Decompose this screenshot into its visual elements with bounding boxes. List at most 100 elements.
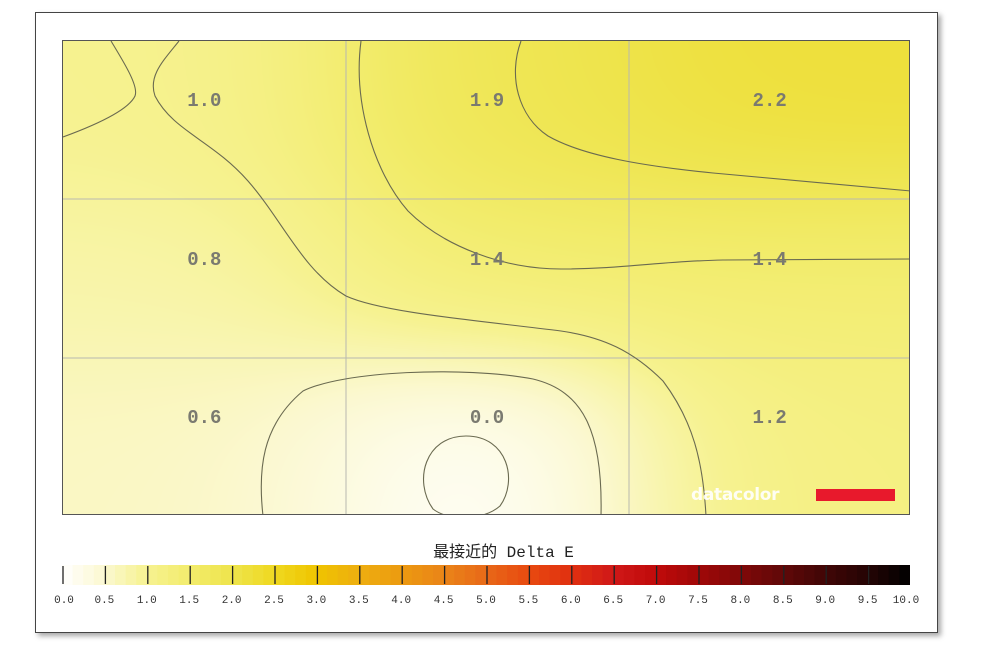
datacolor-logo: datacolor bbox=[691, 485, 780, 505]
colorbar-tick-label: 10.0 bbox=[892, 595, 920, 607]
colorbar-segment bbox=[666, 565, 678, 585]
colorbar-segment bbox=[623, 565, 635, 585]
colorbar-segment bbox=[698, 565, 710, 585]
colorbar-segment bbox=[380, 565, 392, 585]
colorbar-segment bbox=[878, 565, 890, 585]
colorbar-segment bbox=[655, 565, 667, 585]
colorbar-segment bbox=[199, 565, 211, 585]
colorbar-segment bbox=[507, 565, 519, 585]
colorbar-tick-label: 6.0 bbox=[560, 595, 581, 607]
colorbar-tick-label: 8.5 bbox=[772, 595, 793, 607]
colorbar-segment bbox=[761, 565, 773, 585]
colorbar-segment bbox=[83, 565, 95, 585]
colorbar-segment bbox=[804, 565, 816, 585]
colorbar-tick-label: 7.0 bbox=[645, 595, 666, 607]
colorbar-segment bbox=[390, 565, 402, 585]
colorbar-segment bbox=[751, 565, 763, 585]
contour-line bbox=[423, 435, 509, 514]
colorbar-segment bbox=[528, 565, 540, 585]
colorbar-tick-label: 5.0 bbox=[476, 595, 496, 607]
colorbar-segment bbox=[708, 565, 720, 585]
colorbar-segment bbox=[168, 565, 180, 585]
colorbar bbox=[62, 565, 910, 585]
colorbar-segment bbox=[634, 565, 646, 585]
colorbar-segment bbox=[899, 565, 910, 585]
colorbar-segment bbox=[157, 565, 169, 585]
colorbar-segment bbox=[369, 565, 381, 585]
colorbar-segment bbox=[888, 565, 900, 585]
colorbar-tick-label: 2.0 bbox=[221, 595, 242, 607]
colorbar-tick-label: 2.5 bbox=[264, 595, 284, 607]
colorbar-segment bbox=[189, 565, 201, 585]
colorbar-segment bbox=[115, 565, 127, 585]
cell-value-label: 0.0 bbox=[469, 406, 505, 429]
contour-line bbox=[260, 371, 602, 514]
colorbar-segment bbox=[422, 565, 434, 585]
cell-value-label: 1.9 bbox=[469, 90, 505, 113]
colorbar-segment bbox=[454, 565, 466, 585]
cell-value-label: 2.2 bbox=[752, 90, 787, 113]
colorbar-segment bbox=[581, 565, 593, 585]
colorbar-segment bbox=[517, 565, 529, 585]
contour-line bbox=[63, 41, 137, 138]
colorbar-segment bbox=[104, 565, 116, 585]
cell-value-label: 1.0 bbox=[187, 90, 222, 113]
cell-value-label: 0.6 bbox=[187, 406, 222, 429]
colorbar-segment bbox=[72, 565, 84, 585]
colorbar-segment bbox=[496, 565, 508, 585]
colorbar-segment bbox=[295, 565, 307, 585]
colorbar-segment bbox=[719, 565, 731, 585]
colorbar-segment bbox=[242, 565, 254, 585]
colorbar-segment bbox=[846, 565, 858, 585]
colorbar-segment bbox=[231, 565, 243, 585]
colorbar-tick-label: 1.5 bbox=[179, 595, 200, 607]
datacolor-logo-bar bbox=[816, 489, 895, 501]
heatmap-plot: 1.0 1.9 2.2 0.8 1.4 1.4 0.6 0.0 1.2 datacolor bbox=[62, 40, 910, 515]
colorbar-tick-label: 5.5 bbox=[518, 595, 539, 607]
colorbar-segment bbox=[539, 565, 551, 585]
colorbar-segment bbox=[284, 565, 296, 585]
cell-value-label: 1.4 bbox=[752, 248, 787, 271]
colorbar-segment bbox=[263, 565, 275, 585]
colorbar-segment bbox=[348, 565, 360, 585]
colorbar-segment bbox=[401, 565, 413, 585]
colorbar-tick-label: 0.0 bbox=[54, 595, 74, 607]
colorbar-segment bbox=[676, 565, 688, 585]
colorbar-segment bbox=[814, 565, 826, 585]
colorbar-segment bbox=[221, 565, 233, 585]
colorbar-segment bbox=[782, 565, 794, 585]
colorbar-segment bbox=[210, 565, 222, 585]
colorbar-segment bbox=[337, 565, 349, 585]
colorbar-segment bbox=[305, 565, 317, 585]
colorbar-tick-label: 8.0 bbox=[730, 595, 751, 607]
colorbar-segment bbox=[740, 565, 752, 585]
colorbar-segment bbox=[549, 565, 561, 585]
colorbar-segment bbox=[486, 565, 498, 585]
colorbar-tick-label: 4.0 bbox=[391, 595, 412, 607]
contour-line bbox=[152, 41, 707, 514]
contour-line bbox=[358, 41, 909, 270]
colorbar-segment bbox=[592, 565, 604, 585]
colorbar-segment bbox=[433, 565, 445, 585]
colorbar-segment bbox=[475, 565, 487, 585]
colorbar-segment bbox=[729, 565, 741, 585]
colorbar-segment bbox=[146, 565, 158, 585]
colorbar-tick-label: 9.5 bbox=[857, 595, 878, 607]
cell-value-label: 1.4 bbox=[469, 248, 505, 271]
colorbar-segment bbox=[857, 565, 869, 585]
colorbar-tick-label: 9.0 bbox=[815, 595, 836, 607]
colorbar-segment bbox=[178, 565, 190, 585]
cell-value-label: 0.8 bbox=[187, 248, 222, 271]
colorbar-tick-label: 0.5 bbox=[94, 595, 115, 607]
colorbar-segment bbox=[327, 565, 339, 585]
colorbar-tick-label: 3.0 bbox=[306, 595, 327, 607]
heat-field bbox=[63, 41, 909, 514]
colorbar-segment bbox=[602, 565, 614, 585]
colorbar-segment bbox=[274, 565, 286, 585]
colorbar-segment bbox=[443, 565, 455, 585]
colorbar-segment bbox=[316, 565, 328, 585]
colorbar-segment bbox=[358, 565, 370, 585]
colorbar-tick-label: 6.5 bbox=[603, 595, 624, 607]
colorbar-segment bbox=[835, 565, 847, 585]
colorbar-segment bbox=[645, 565, 657, 585]
